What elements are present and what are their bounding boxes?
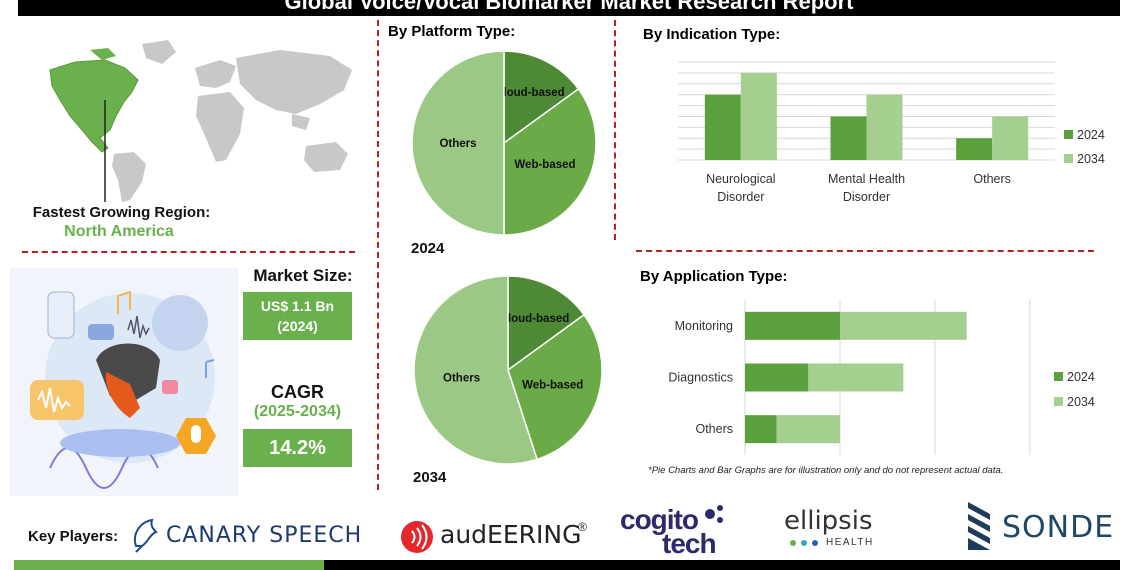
indication-bar-chart: Neurological Disorder Mental Health Disorde… [678, 61, 1105, 204]
pie-slice-others [413, 275, 538, 465]
pie-label-cloud-based: Cloud-based [495, 87, 565, 99]
ellipsis-dots-icon [790, 540, 818, 546]
tick-label-monitoring: Monitoring [675, 319, 733, 333]
sonde-wordmark: SONDE [1002, 510, 1115, 545]
bar-2034-diagnostics [808, 363, 904, 392]
tick-label-mental-health-disorder: Disorder [843, 190, 890, 204]
header-bar: Global Voice/Vocal Biomarker Market Rese… [18, 0, 1120, 16]
bar-2024-monitoring [745, 311, 840, 340]
cagr-label: CAGR [271, 382, 324, 402]
market-size-box: US$ 1.1 Bn (2024) [243, 292, 352, 340]
tick-label-others: Others [973, 172, 1011, 186]
logo-ellipsis-health: ellipsis HEALTH [784, 506, 894, 556]
legend-swatch-2034 [1054, 397, 1063, 406]
disclaimer-note: *Pie Charts and Bar Graphs are for illus… [648, 465, 1004, 476]
pie-slice-cloud-based [503, 50, 580, 145]
pie-slice-web-based [507, 313, 603, 461]
market-size-year: (2024) [277, 318, 318, 334]
legend-label-2024: 2024 [1067, 370, 1095, 384]
tick-label-mental-health-disorder: Mental Health [828, 172, 905, 186]
report-title: Global Voice/Vocal Biomarker Market Rese… [284, 0, 854, 14]
legend-label-2034: 2034 [1077, 152, 1105, 166]
market-size-label: Market Size: [253, 266, 353, 285]
pie-2024-year: 2024 [411, 240, 445, 257]
pie-label-others: Others [443, 372, 480, 384]
tick-label-diagnostics: Diagnostics [668, 371, 733, 385]
bar-2024-diagnostics [745, 363, 809, 392]
key-players-label: Key Players: [28, 528, 119, 545]
application-title: By Application Type: [640, 268, 788, 285]
tick-label-neurological-disorder: Neurological [706, 172, 775, 186]
divider-vertical-right [614, 20, 616, 240]
tick-label-others: Others [695, 422, 733, 436]
application-bar-chart: Monitoring Diagnostics Others 2024 2034 [668, 300, 1095, 455]
region-label: Fastest Growing Region: [32, 204, 211, 221]
cagr-period: (2025-2034) [253, 403, 342, 420]
bar-2034-others [992, 116, 1029, 160]
legend-swatch-2024 [1054, 372, 1063, 381]
pie-label-cloud-based: Cloud-based [500, 313, 570, 325]
bar-2024-neurological-disorder [704, 94, 741, 160]
pie-slice-web-based [503, 87, 597, 236]
divider-vertical-left [377, 20, 379, 490]
pie-chart-2034: Cloud-based Web-based Others [413, 275, 603, 465]
legend-swatch-2034 [1064, 154, 1073, 163]
cogitotech-dots-icon [705, 505, 723, 523]
pie-slice-cloud-based [507, 275, 586, 372]
audeering-wordmark: audEERING [440, 520, 582, 549]
logo-audeering: audEERING ® [398, 514, 608, 558]
bar-2034-mental-health-disorder [866, 94, 903, 160]
divider-horizontal-left [22, 251, 355, 253]
logo-cogitotech: cogito tech [618, 500, 728, 559]
footer-bar-black [324, 560, 1120, 570]
pie-label-web-based: Web-based [522, 380, 583, 392]
market-size-value: US$ 1.1 Bn [260, 298, 335, 314]
bar-2034-monitoring [840, 311, 967, 340]
audeering-registered: ® [578, 520, 587, 534]
ellipsis-wordmark: ellipsis [784, 506, 873, 536]
bar-2034-others [776, 415, 840, 444]
bar-2034-neurological-disorder [740, 72, 777, 160]
voice-illustration [10, 268, 238, 496]
pie-slice-others [411, 50, 505, 236]
tick-label-neurological-disorder: Disorder [717, 190, 764, 204]
bar-2024-others [745, 415, 777, 444]
legend-swatch-2024 [1064, 130, 1073, 139]
pie-label-web-based: Web-based [514, 159, 575, 171]
sonde-stripes-icon [968, 502, 990, 550]
pie-chart-2024: Cloud-based Web-based Others [411, 50, 597, 236]
cagr-value: 14.2% [243, 429, 352, 467]
legend-label-2024: 2024 [1077, 128, 1105, 142]
bar-2024-mental-health-disorder [830, 116, 867, 160]
audeering-sound-icon [401, 521, 433, 553]
logo-canary-speech: CANARY SPEECH [128, 514, 378, 558]
canary-bird-icon [134, 518, 158, 553]
divider-horizontal-right [636, 250, 1094, 252]
canary-speech-wordmark: CANARY SPEECH [166, 523, 363, 548]
logo-sonde: SONDE [960, 496, 1120, 556]
footer-bar-green [14, 560, 324, 570]
legend-label-2034: 2034 [1067, 395, 1095, 409]
ellipsis-health-sub: HEALTH [826, 537, 874, 548]
platform-title: By Platform Type: [388, 23, 516, 40]
region-value: North America [64, 223, 174, 240]
pie-2034-year: 2034 [413, 469, 447, 486]
bar-2024-others [956, 138, 993, 160]
pie-label-others: Others [439, 138, 476, 150]
world-map [49, 40, 352, 202]
tech-wordmark: tech [662, 528, 717, 559]
indication-title: By Indication Type: [643, 26, 781, 43]
cogito-wordmark: cogito [620, 504, 699, 535]
